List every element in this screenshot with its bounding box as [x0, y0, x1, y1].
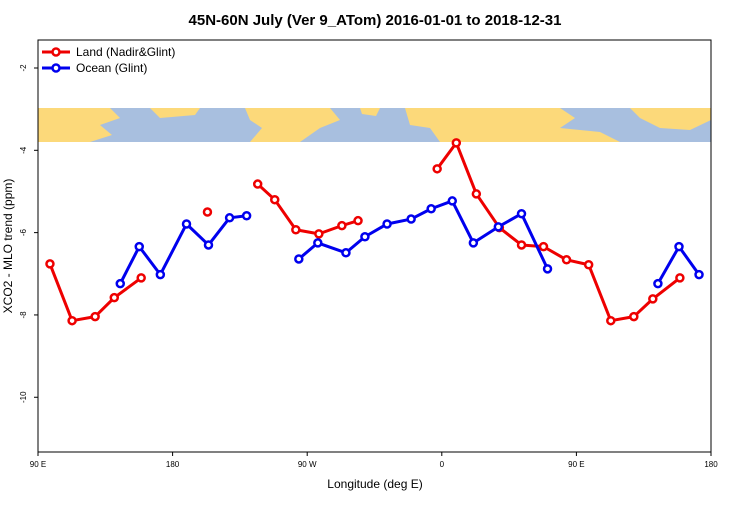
- data-point: [447, 196, 458, 206]
- legend-label: Land (Nadir&Glint): [76, 45, 175, 59]
- y-tick-label: -4: [19, 146, 28, 154]
- data-point: [341, 248, 351, 258]
- legend-marker: [51, 63, 61, 73]
- data-point: [451, 138, 462, 148]
- data-point: [90, 311, 100, 322]
- x-tick-label: 180: [704, 460, 718, 469]
- data-point: [382, 219, 392, 229]
- data-point: [155, 269, 166, 280]
- data-point: [252, 179, 263, 189]
- data-point: [224, 213, 235, 223]
- x-tick-label: 180: [166, 460, 180, 469]
- data-point: [606, 315, 616, 326]
- data-point: [360, 231, 370, 242]
- y-tick-label: -2: [19, 64, 28, 72]
- y-tick-label: -6: [19, 229, 28, 237]
- data-point: [181, 219, 192, 229]
- data-point: [115, 278, 126, 289]
- data-point: [648, 294, 658, 304]
- x-tick-label: 90 W: [298, 460, 317, 469]
- map-land: [38, 108, 711, 142]
- x-tick-label: 90 E: [30, 460, 46, 469]
- data-point: [629, 311, 639, 322]
- data-point: [241, 210, 252, 221]
- data-point: [538, 241, 549, 252]
- data-point: [516, 208, 527, 219]
- x-tick-label: 0: [440, 460, 445, 469]
- x-tick-label: 90 E: [568, 460, 584, 469]
- plot-frame: [37, 39, 712, 453]
- data-point: [67, 315, 77, 326]
- legend-marker: [51, 47, 61, 57]
- data-point: [294, 254, 304, 264]
- data-point: [493, 222, 504, 232]
- chart-title: 45N-60N July (Ver 9_ATom) 2016-01-01 to …: [189, 12, 562, 29]
- data-point: [674, 241, 684, 252]
- data-point: [426, 204, 436, 214]
- data-point: [542, 264, 553, 274]
- data-point: [136, 273, 146, 283]
- data-point: [314, 229, 324, 239]
- data-point: [134, 241, 144, 252]
- data-point: [406, 214, 416, 224]
- data-point: [313, 238, 323, 248]
- data-point: [653, 278, 663, 289]
- data-point: [694, 269, 704, 280]
- data-point: [203, 240, 214, 250]
- data-point: [269, 194, 280, 205]
- data-point: [583, 259, 594, 270]
- data-point: [337, 220, 347, 231]
- data-point: [432, 164, 442, 174]
- data-point: [561, 255, 572, 265]
- y-tick-label: -8: [19, 311, 28, 319]
- series-line: [48, 141, 681, 323]
- data-point: [202, 207, 213, 217]
- data-point: [468, 238, 479, 248]
- data-point: [471, 189, 482, 199]
- data-point: [353, 215, 363, 226]
- x-axis-title: Longitude (deg E): [327, 477, 422, 491]
- data-point: [516, 240, 527, 250]
- y-axis-title: XCO2 - MLO trend (ppm): [1, 179, 15, 314]
- data-point: [109, 292, 120, 303]
- data-point: [675, 273, 685, 283]
- y-tick-label: -10: [19, 391, 28, 403]
- legend-label: Ocean (Glint): [76, 61, 147, 75]
- data-point: [291, 224, 301, 235]
- data-point: [45, 259, 55, 269]
